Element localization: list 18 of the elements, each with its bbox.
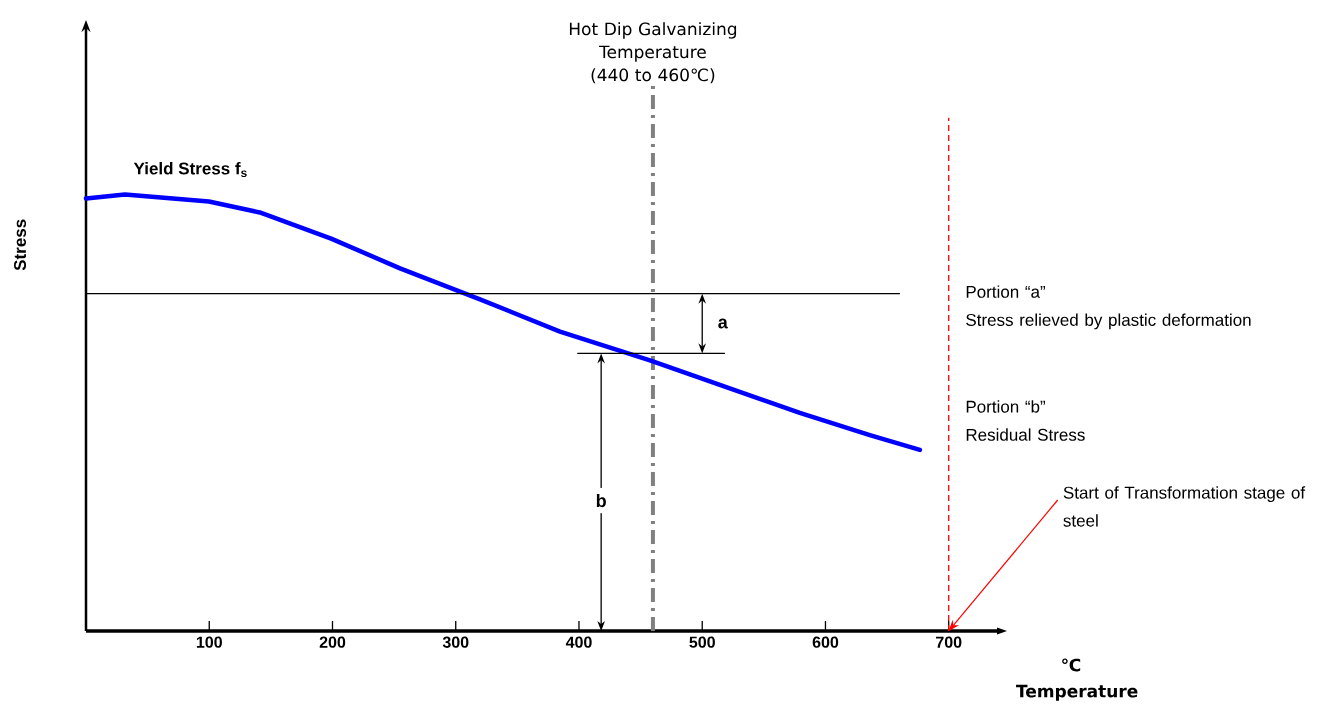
y-axis-title: Stress [13, 219, 27, 271]
x-tick-label: 500 [689, 636, 715, 648]
ref-line-label: Hot Dip Galvanizing Temperature (440 to 460℃) [569, 22, 737, 84]
annotation: a [718, 318, 728, 329]
annotation: Portion “b” [966, 400, 1046, 413]
x-tick-label: 200 [319, 636, 346, 648]
x-tick-label: 600 [812, 636, 839, 648]
x-tick-label: 700 [936, 636, 962, 648]
annotation: Portion “a” [966, 285, 1046, 298]
x-tick-label: 100 [196, 636, 222, 648]
annotation: Residual Stress [966, 428, 1085, 441]
annotation: Start of Transformation stage of steel [1063, 486, 1306, 527]
series-label: Yield Stress f$_{s}$ [133, 162, 247, 178]
annotation: Stress relieved by plastic deformation [966, 313, 1251, 330]
annotation: b [596, 493, 606, 508]
x-tick-label: 300 [442, 636, 469, 648]
x-axis-title: ℃ Temperature [1016, 658, 1138, 701]
x-tick-label: 400 [565, 636, 592, 648]
